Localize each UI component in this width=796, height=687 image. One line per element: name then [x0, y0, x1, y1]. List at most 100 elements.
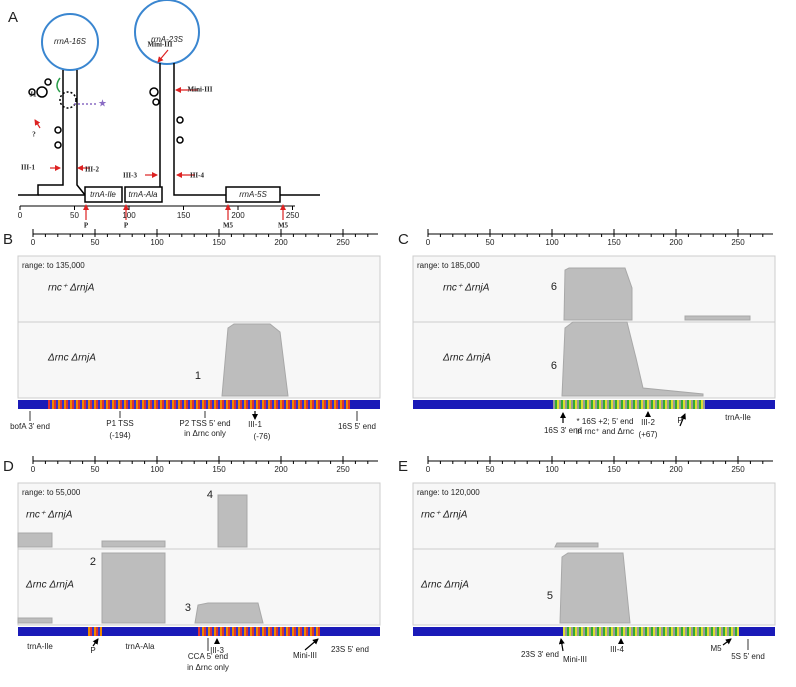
- sequence: [615, 627, 617, 636]
- sequence: [344, 400, 346, 409]
- sequence: [162, 627, 164, 636]
- sequence: [118, 627, 120, 636]
- sequence: [208, 627, 210, 636]
- sequence: [292, 400, 294, 409]
- site-label: P: [124, 222, 129, 230]
- sequence: [78, 400, 80, 409]
- sequence: [755, 627, 757, 636]
- sequence: [104, 400, 106, 409]
- sequence: [711, 627, 713, 636]
- sequence: [256, 400, 258, 409]
- track-box: [17, 255, 381, 323]
- tick-label: 200: [669, 465, 683, 474]
- sequence: [230, 627, 232, 636]
- sequence: [541, 627, 543, 636]
- sequence: [340, 400, 342, 409]
- sequence: [543, 400, 545, 409]
- sequence: [100, 400, 102, 409]
- sequence: [294, 627, 296, 636]
- sequence: [647, 400, 649, 409]
- sequence: [262, 400, 264, 409]
- sequence: [549, 627, 551, 636]
- sequence: [463, 400, 465, 409]
- sequence: [491, 400, 493, 409]
- sequence: [268, 627, 270, 636]
- sequence: [715, 627, 717, 636]
- track-box: [17, 482, 381, 550]
- sequence: [465, 627, 467, 636]
- sequence: [30, 400, 32, 409]
- sequence: [415, 627, 417, 636]
- sequence: [40, 400, 42, 409]
- sequence: [224, 400, 226, 409]
- sequence: [316, 627, 318, 636]
- sequence: [156, 627, 158, 636]
- sequence: [272, 627, 274, 636]
- sequence: [18, 400, 20, 409]
- sequence: [90, 627, 92, 636]
- sequence: [531, 627, 533, 636]
- tick-label: 0: [31, 465, 36, 474]
- sequence: [703, 400, 705, 409]
- sequence: [641, 627, 643, 636]
- sequence: [204, 400, 206, 409]
- sequence: [581, 627, 583, 636]
- sequence: [70, 400, 72, 409]
- sequence: [733, 400, 735, 409]
- arrow: [92, 638, 99, 647]
- sequence: [48, 400, 50, 409]
- sequence: [511, 400, 513, 409]
- sequence: [657, 400, 659, 409]
- sequence: [629, 627, 631, 636]
- sequence: [727, 627, 729, 636]
- sequence: [180, 400, 182, 409]
- sequence: [751, 627, 753, 636]
- sequence: [587, 627, 589, 636]
- sequence: [549, 400, 551, 409]
- annotation: P1 TSS: [106, 419, 133, 428]
- tick-label: 100: [545, 465, 559, 474]
- sequence: [188, 627, 190, 636]
- sequence: [240, 627, 242, 636]
- sequence: [499, 627, 501, 636]
- sequence: [701, 627, 703, 636]
- sequence: [495, 627, 497, 636]
- sequence: [318, 400, 320, 409]
- sequence: [739, 400, 741, 409]
- sequence: [467, 627, 469, 636]
- sequence: [228, 627, 230, 636]
- sequence: [417, 400, 419, 409]
- tick-label: 250: [731, 465, 745, 474]
- annotation: Mini-III: [293, 651, 317, 660]
- sequence: [545, 627, 547, 636]
- sequence: [439, 627, 441, 636]
- sequence: [529, 627, 531, 636]
- sequence: [581, 400, 583, 409]
- sequence: [144, 400, 146, 409]
- sequence: [725, 400, 727, 409]
- sequence: [84, 400, 86, 409]
- sequence: [743, 627, 745, 636]
- panel-label: B: [3, 231, 13, 248]
- sequence: [86, 627, 88, 636]
- sequence: [56, 627, 58, 636]
- sequence: [477, 400, 479, 409]
- sequence: [202, 400, 204, 409]
- sequence: [481, 400, 483, 409]
- range-label: range: to 135,000: [22, 261, 85, 270]
- sequence: [763, 627, 765, 636]
- sequence: [298, 627, 300, 636]
- sequence: [292, 627, 294, 636]
- sequence: [517, 400, 519, 409]
- sequence: [601, 627, 603, 636]
- sequence: [262, 627, 264, 636]
- panel-label: A: [8, 9, 18, 26]
- sequence: [561, 400, 563, 409]
- sequence: [230, 400, 232, 409]
- sequence: [176, 400, 178, 409]
- coverage: [101, 540, 166, 548]
- sequence: [164, 400, 166, 409]
- sequence: [332, 627, 334, 636]
- sequence: [236, 400, 238, 409]
